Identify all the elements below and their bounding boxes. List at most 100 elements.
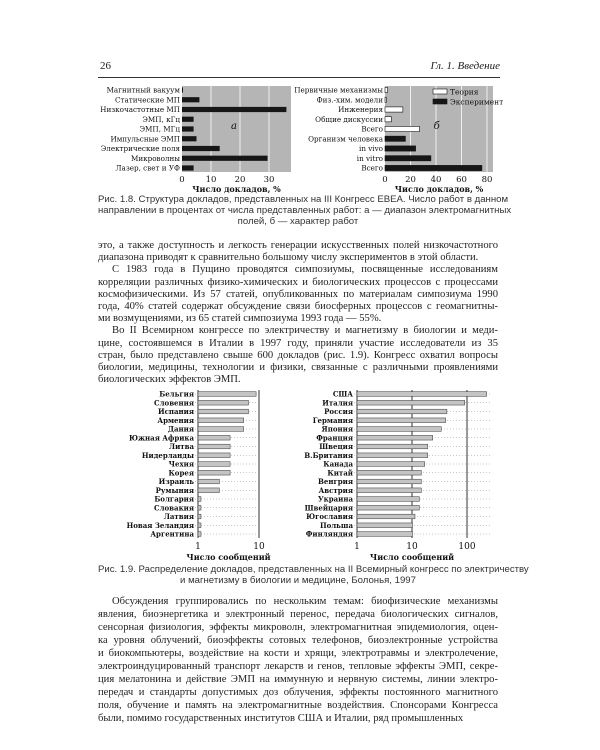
category-label: Финляндия: [306, 530, 353, 539]
bar: [356, 513, 416, 520]
tick-label: 1: [354, 542, 360, 552]
bar: [356, 400, 465, 406]
text-line: биологических эффектов ЭМП.: [98, 374, 241, 386]
paragraph: С 1983 года в Пущино проводятся симпозиу…: [98, 264, 498, 325]
bar: [197, 478, 220, 485]
category-label: Общие дискуссии: [315, 115, 383, 124]
category-label: Чехия: [169, 460, 194, 469]
text-line: С 1983 года в Пущино проводятся симпозиу…: [112, 264, 498, 276]
bar: [356, 443, 428, 450]
category-label: Швеция: [319, 442, 353, 451]
category-label: Австрия: [319, 486, 353, 495]
tick-label: 40: [431, 175, 442, 185]
axis-label: Число сообщений: [186, 552, 270, 562]
header-rule: [98, 77, 500, 78]
text-line: биологии, медицины, технологии и физики,…: [98, 361, 498, 373]
bar: [356, 426, 442, 432]
bar: [197, 391, 257, 397]
category-label: Физ.-хим. модели: [317, 95, 384, 104]
tick-label: 10: [253, 542, 265, 552]
bar-experiment: [384, 145, 416, 152]
bar: [182, 165, 194, 171]
bar: [356, 435, 433, 441]
category-label: Лазер, свет и УФ: [116, 164, 180, 173]
text-line: электроиндуцированный транспорт лекарств…: [98, 661, 498, 672]
category-label: ЭМП, МГц: [140, 125, 181, 134]
paragraph: это, а также доступность и легкость гене…: [98, 240, 498, 264]
bar: [197, 513, 202, 520]
body-text-top: это, а также доступность и легкость гене…: [98, 240, 498, 386]
text-line: Обсуждения группировались по нескольким …: [112, 596, 498, 607]
text-line: ка уровня облучений, биоэффекты сотовых …: [98, 635, 498, 646]
bar: [356, 461, 425, 467]
category-label: Румыния: [156, 486, 194, 495]
category-label: Корея: [168, 468, 194, 477]
category-label: Южная Африка: [129, 433, 195, 442]
category-label: Литва: [169, 442, 195, 451]
bar: [197, 443, 231, 450]
bar: [197, 470, 231, 476]
bar-experiment: [384, 165, 483, 171]
bar: [182, 97, 200, 103]
panel-label: а: [231, 121, 237, 132]
bar: [197, 400, 249, 406]
category-label: Микроволны: [131, 154, 180, 163]
bar: [356, 478, 422, 485]
bar: [182, 106, 287, 113]
bar: [197, 461, 231, 467]
text-line: передач и стандарты допустимых доз облуч…: [98, 687, 498, 698]
bar: [356, 452, 428, 458]
text-line: года, 40% статей содержат обсуждение свя…: [98, 300, 498, 312]
bar-theory: [384, 116, 392, 123]
category-label: Статические МП: [115, 95, 180, 104]
bar: [182, 145, 220, 152]
tick-label: 10: [406, 542, 418, 552]
category-label: Югославия: [306, 512, 353, 521]
tick-label: 80: [482, 175, 493, 185]
category-label: Израиль: [159, 477, 195, 486]
tick-label: 20: [405, 175, 416, 185]
text-line: явления, биоэнергетика и электронный пер…: [98, 609, 498, 620]
category-label: Новая Зеландия: [127, 521, 194, 530]
text-line: Во II Всемирном конгрессе по электричест…: [112, 325, 498, 337]
category-label: Словения: [154, 398, 194, 407]
paragraph: Во II Всемирном конгрессе по электричест…: [98, 325, 498, 386]
category-label: Всего: [361, 164, 383, 173]
category-label: Инженерия: [338, 105, 383, 114]
category-label: Швейцария: [305, 503, 353, 512]
category-label: Латвия: [164, 512, 194, 521]
category-label: Польша: [320, 521, 353, 530]
bar: [197, 522, 202, 528]
bar-experiment: [384, 135, 406, 142]
bar: [356, 408, 448, 415]
category-label: Дания: [168, 425, 194, 434]
category-label: Франция: [316, 433, 353, 442]
bar: [356, 522, 413, 528]
tick-label: 0: [179, 175, 184, 185]
bar-theory: [384, 106, 404, 113]
text-line: полей, б — характер работ: [237, 216, 359, 227]
bar: [356, 417, 446, 423]
legend-label: Эксперимент: [450, 98, 503, 107]
category-label: Магнитный вакуум: [107, 86, 181, 95]
bar: [197, 505, 202, 511]
text-line: ми возмущениями, из 65 статей симпозиума…: [98, 313, 382, 325]
bar: [182, 126, 194, 132]
text-line: ция мелатонина и действие ЭМП на иммунну…: [98, 674, 498, 685]
category-label: Германия: [313, 416, 353, 425]
category-label: in vivo: [359, 144, 383, 153]
category-label: Армения: [157, 416, 194, 425]
bar: [356, 487, 422, 493]
category-label: Организм человека: [308, 134, 384, 143]
bar: [197, 531, 202, 537]
bar: [356, 391, 487, 397]
legend-swatch: [432, 88, 448, 95]
bar: [356, 505, 420, 511]
tick-label: 0: [382, 175, 387, 185]
text-line: космофизическими. Из 57 статей, опублико…: [98, 288, 498, 300]
category-label: Электрические поля: [101, 144, 181, 153]
page-number: 26: [100, 60, 111, 72]
tick-label: 1: [195, 542, 201, 552]
bar: [197, 408, 249, 415]
